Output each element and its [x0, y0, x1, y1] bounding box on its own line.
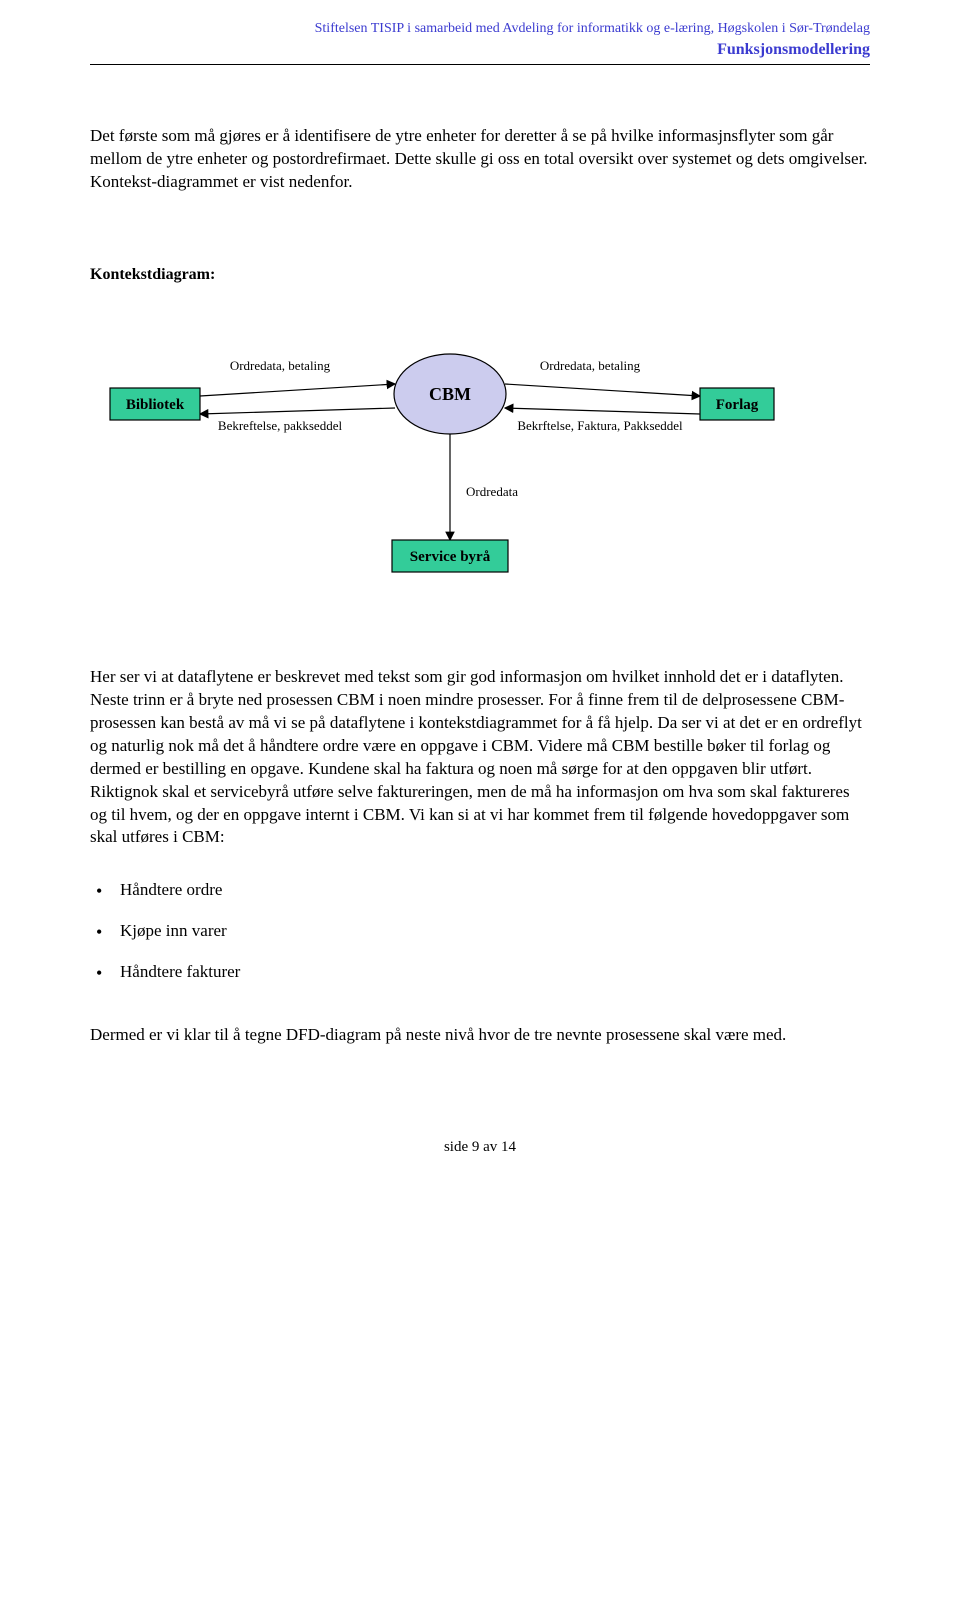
header-org: Stiftelsen TISIP i samarbeid med Avdelin… [90, 20, 870, 39]
analysis-paragraph: Her ser vi at dataflytene er beskrevet m… [90, 666, 870, 850]
svg-text:Forlag: Forlag [716, 397, 759, 413]
svg-text:Bekreftelse, pakkseddel: Bekreftelse, pakkseddel [218, 418, 343, 433]
svg-text:Bekrftelse, Faktura, Pakksedde: Bekrftelse, Faktura, Pakkseddel [517, 418, 683, 433]
page-header: Stiftelsen TISIP i samarbeid med Avdelin… [90, 20, 870, 60]
task-list: Håndtere ordre Kjøpe inn varer Håndtere fa… [90, 879, 870, 984]
header-divider [90, 64, 870, 65]
task-list-item: Kjøpe inn varer [94, 920, 870, 943]
context-diagram: Kontekstdiagram: Ordredata, betaling Bekr… [90, 264, 870, 586]
svg-text:Ordredata: Ordredata [466, 484, 518, 499]
diagram-title: Kontekstdiagram: [90, 264, 870, 286]
intro-paragraph: Det første som må gjøres er å identifise… [90, 125, 870, 194]
svg-text:Service byrå: Service byrå [410, 549, 491, 565]
page-footer: side 9 av 14 [90, 1137, 870, 1157]
svg-text:Ordredata, betaling: Ordredata, betaling [230, 358, 331, 373]
task-list-item: Håndtere fakturer [94, 961, 870, 984]
context-diagram-svg: Ordredata, betaling Bekreftelse, pakksedd… [90, 316, 810, 586]
closing-paragraph: Dermed er vi klar til å tegne DFD-diagra… [90, 1024, 870, 1047]
header-title: Funksjonsmodellering [90, 39, 870, 61]
svg-text:CBM: CBM [429, 384, 471, 404]
svg-text:Bibliotek: Bibliotek [126, 397, 185, 413]
task-list-item: Håndtere ordre [94, 879, 870, 902]
svg-text:Ordredata, betaling: Ordredata, betaling [540, 358, 641, 373]
